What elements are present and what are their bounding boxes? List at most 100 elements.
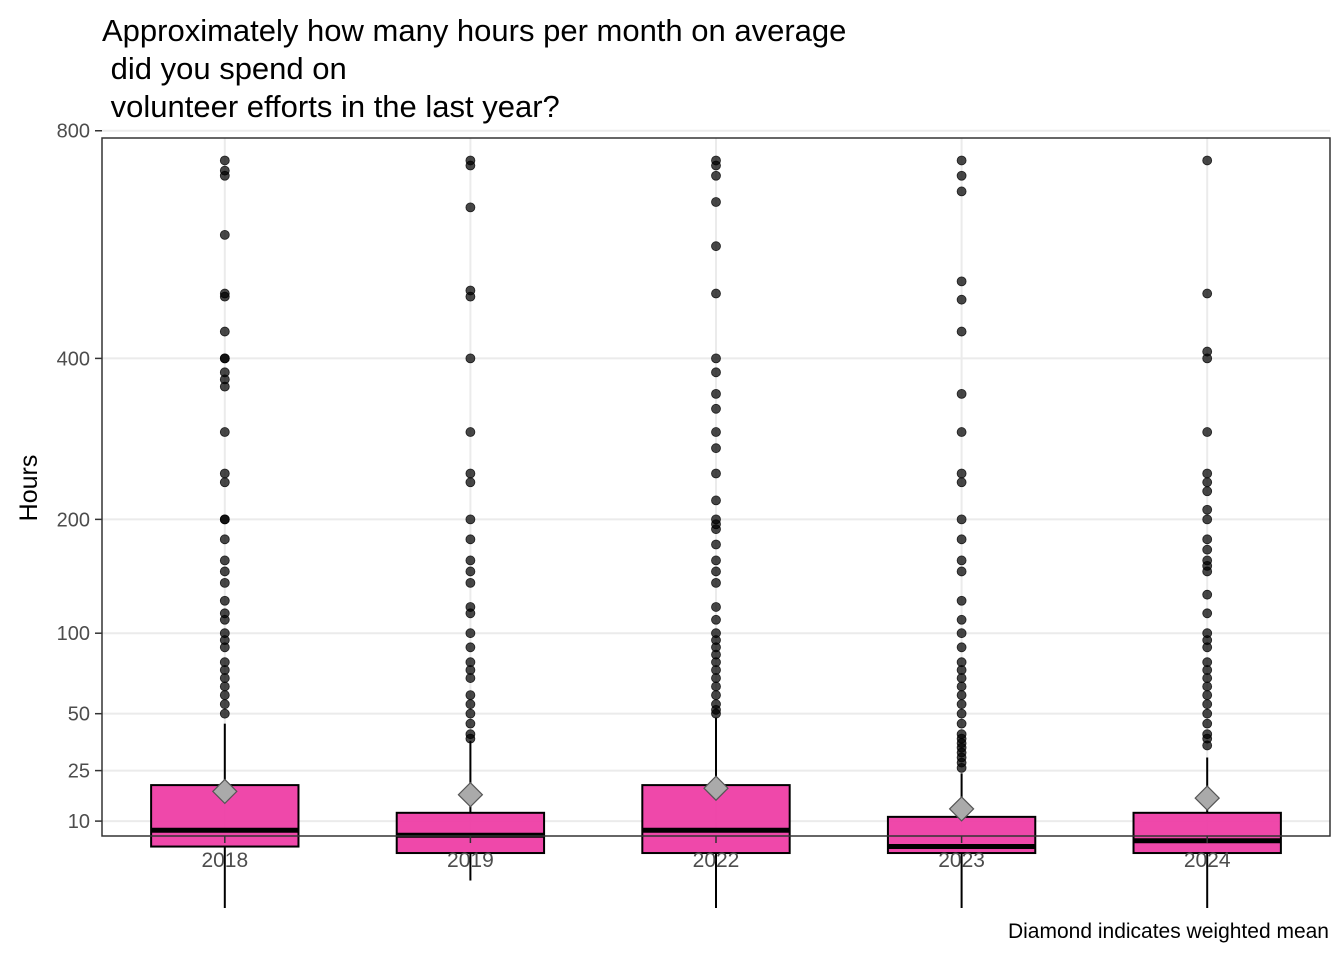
outlier-point: [711, 468, 721, 479]
outlier-point: [465, 708, 476, 719]
outlier-point: [711, 566, 721, 577]
weighted-mean-diamond: [211, 778, 238, 805]
y-tick-label: 25: [68, 761, 90, 783]
box-2024: [1132, 155, 1282, 908]
outlier-point: [711, 160, 721, 171]
y-axis-label: Hours: [15, 455, 43, 522]
outlier-point: [465, 608, 476, 619]
outlier-point: [465, 718, 476, 729]
y-tick-label: 50: [68, 704, 90, 726]
outlier-point: [711, 353, 721, 364]
outlier-point: [219, 353, 230, 364]
outlier-point: [1202, 486, 1213, 497]
outlier-point: [465, 673, 476, 683]
outlier-point: [1202, 427, 1213, 437]
outlier-point: [711, 690, 721, 701]
outlier-point: [1202, 718, 1213, 729]
outlier-point: [1202, 642, 1213, 653]
outlier-point: [465, 699, 476, 710]
outlier-point: [219, 642, 230, 653]
outlier-point: [1202, 514, 1213, 525]
outlier-point: [1202, 740, 1213, 751]
outlier-point: [219, 690, 230, 701]
outlier-point: [219, 614, 230, 625]
outlier-point: [219, 326, 230, 337]
outlier-point: [1202, 681, 1213, 692]
outlier-point: [465, 566, 476, 577]
outlier-point: [711, 443, 721, 454]
outlier-point: [956, 326, 967, 337]
outlier-point: [1202, 534, 1213, 545]
outlier-point: [1202, 477, 1213, 488]
outlier-point: [711, 539, 721, 550]
outlier-point: [1202, 155, 1213, 166]
outlier-point: [465, 665, 476, 675]
outlier-point: [956, 595, 967, 606]
outlier-point: [956, 477, 967, 488]
outlier-point: [1202, 566, 1213, 577]
outlier-point: [465, 291, 476, 302]
outlier-point: [219, 577, 230, 588]
outlier-point: [711, 288, 721, 299]
box-2023: [886, 155, 1037, 908]
y-tick-label: 100: [57, 623, 90, 645]
outlier-point: [711, 495, 721, 506]
outlier-point: [219, 595, 230, 606]
x-tick-label: 2022: [693, 849, 740, 872]
outlier-point: [219, 566, 230, 577]
outlier-point: [219, 229, 230, 240]
outlier-point: [1202, 665, 1213, 675]
y-tick-label: 10: [68, 811, 90, 833]
axes: 10 25 50 100 200 400 800 2018 2019 2022 2023 2024: [57, 121, 1331, 872]
outlier-point: [465, 427, 476, 437]
weighted-mean-diamond: [457, 781, 484, 808]
x-tick-label: 2018: [201, 849, 248, 872]
outlier-point: [1202, 699, 1213, 710]
outlier-point: [956, 628, 967, 639]
outlier-point: [1202, 708, 1213, 719]
outlier-point: [711, 170, 721, 181]
outlier-point: [956, 718, 967, 729]
y-tick-label: 400: [57, 348, 90, 370]
outlier-point: [465, 642, 476, 653]
outlier-point: [465, 577, 476, 588]
outlier-point: [956, 642, 967, 653]
outlier-point: [465, 733, 476, 744]
outlier-point: [711, 602, 721, 612]
outlier-point: [465, 534, 476, 545]
outlier-point: [956, 673, 967, 683]
outlier-point: [711, 427, 721, 437]
outlier-point: [219, 708, 230, 719]
outlier-point: [956, 555, 967, 566]
outlier-point: [219, 427, 230, 437]
chart-title: Approximately how many hours per month o…: [102, 13, 847, 124]
outlier-point: [956, 708, 967, 719]
outlier-point: [465, 160, 476, 171]
weighted-mean-diamond: [1194, 785, 1221, 811]
x-tick-label: 2023: [938, 849, 985, 872]
y-tick-label: 200: [57, 509, 90, 531]
outlier-point: [219, 468, 230, 479]
iqr-box: [1132, 811, 1282, 855]
outlier-point: [711, 555, 721, 566]
outlier-point: [956, 665, 967, 675]
outlier-point: [465, 477, 476, 488]
outlier-point: [711, 524, 721, 535]
outlier-point: [956, 388, 967, 399]
outlier-point: [219, 699, 230, 710]
weighted-mean-diamond: [703, 775, 729, 802]
outlier-point: [711, 367, 721, 378]
outlier-point: [465, 468, 476, 479]
outlier-point: [1202, 353, 1213, 364]
outlier-point: [465, 353, 476, 364]
outlier-point: [956, 276, 967, 287]
outlier-point: [956, 762, 967, 773]
outlier-point: [1202, 589, 1213, 600]
outlier-point: [1202, 608, 1213, 619]
outlier-point: [711, 665, 721, 675]
outlier-point: [956, 468, 967, 479]
outlier-point: [711, 241, 721, 252]
outlier-point: [956, 534, 967, 545]
outlier-point: [1202, 504, 1213, 515]
